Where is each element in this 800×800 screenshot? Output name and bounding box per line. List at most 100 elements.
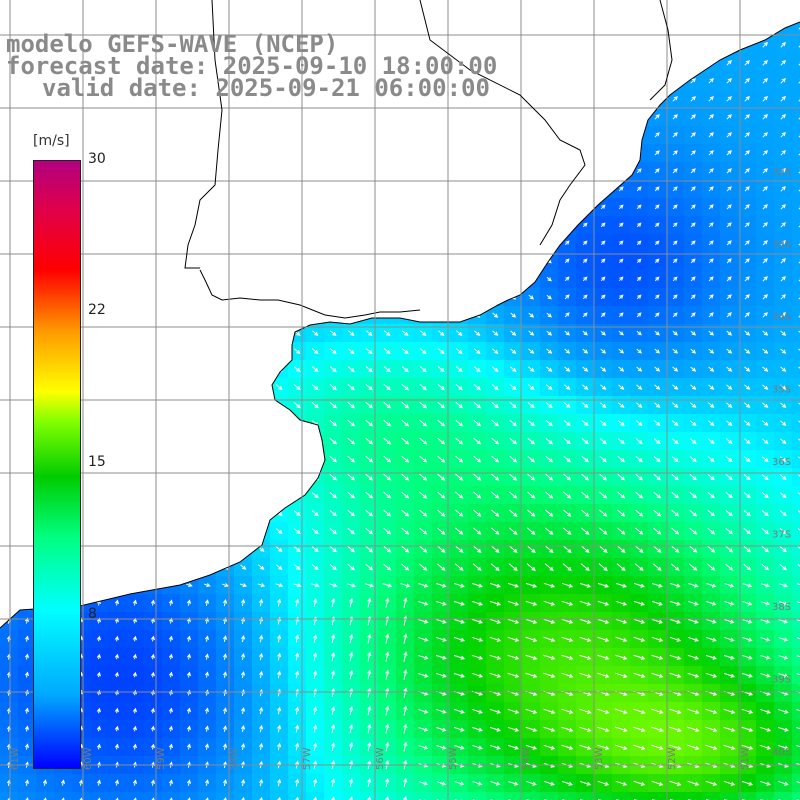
wind-arrow: [582, 150, 588, 156]
wind-speed-cell: [684, 792, 703, 800]
wind-arrow: [419, 563, 428, 571]
wind-arrow: [132, 797, 138, 800]
wind-speed-cell: [792, 180, 800, 199]
wind-arrow: [546, 168, 552, 174]
wind-arrow: [365, 473, 374, 481]
wind-arrow: [724, 583, 735, 588]
wind-arrow: [690, 24, 696, 30]
wind-arrow: [455, 437, 464, 445]
wind-arrow: [96, 114, 103, 120]
wind-arrow: [654, 258, 660, 264]
wind-arrow: [456, 240, 463, 246]
wind-arrow: [723, 780, 736, 786]
wind-arrow: [222, 186, 229, 192]
wind-arrow: [257, 474, 265, 481]
wind-speed-cell: [324, 108, 343, 127]
wind-speed-cell: [306, 450, 325, 469]
wind-arrow: [741, 672, 753, 678]
wind-arrow: [275, 420, 283, 427]
wind-arrow: [347, 473, 356, 481]
wind-arrow: [580, 563, 590, 572]
wind-arrow: [582, 240, 588, 246]
border-line: [184, 0, 223, 269]
wind-arrow: [651, 672, 664, 678]
wind-speed-cell: [396, 126, 415, 145]
wind-arrow: [561, 654, 574, 660]
wind-arrow: [563, 473, 572, 481]
wind-arrow: [96, 402, 103, 408]
wind-arrow: [777, 726, 789, 732]
wind-arrow: [672, 186, 678, 192]
wind-arrow: [239, 456, 247, 462]
wind-arrow: [762, 78, 768, 84]
wind-arrow: [689, 545, 698, 553]
wind-speed-cell: [324, 288, 343, 307]
wind-speed-cell: [378, 792, 397, 800]
wind-arrow: [240, 240, 247, 246]
wind-arrow: [510, 186, 517, 192]
wind-arrow: [744, 222, 750, 228]
wind-arrow: [672, 24, 678, 30]
wind-speed-cell: [792, 630, 800, 649]
wind-arrow: [259, 598, 264, 607]
latitude-labels: 32S33S34S35S36S37S38S39S40S41S: [772, 167, 791, 758]
wind-arrow: [456, 294, 463, 300]
wind-arrow: [293, 528, 301, 535]
wind-speed-cell: [576, 144, 595, 163]
wind-arrow: [672, 78, 678, 84]
wind-arrow: [618, 168, 624, 174]
wind-speed-cell: [180, 306, 199, 325]
wind-speed-cell: [288, 468, 307, 487]
wind-arrow: [222, 635, 228, 642]
wind-speed-cell: [324, 144, 343, 163]
wind-speed-cell: [36, 0, 55, 19]
wind-arrow: [294, 150, 301, 156]
wind-arrow: [403, 687, 408, 698]
wind-speed-cell: [216, 234, 235, 253]
wind-arrow: [132, 635, 137, 642]
wind-speed-cell: [252, 306, 271, 325]
wind-arrow: [617, 473, 626, 481]
wind-arrow: [6, 474, 13, 480]
wind-arrow: [510, 276, 517, 282]
wind-speed-cell: [198, 450, 217, 469]
wind-speed-cell: [378, 252, 397, 271]
wind-arrow: [615, 780, 628, 786]
wind-speed-cell: [162, 396, 181, 415]
wind-arrow: [24, 222, 31, 228]
wind-speed-cell: [468, 792, 487, 800]
wind-arrow: [672, 204, 678, 210]
wind-arrow: [633, 582, 645, 588]
wind-speed-cell: [630, 36, 649, 55]
wind-arrow: [221, 456, 229, 462]
wind-speed-cell: [630, 144, 649, 163]
wind-arrow: [598, 545, 608, 553]
latitude-label: 35S: [772, 385, 791, 396]
wind-speed-cell: [144, 126, 163, 145]
wind-arrow: [546, 348, 553, 354]
wind-arrow: [150, 635, 155, 642]
wind-arrow: [132, 150, 139, 156]
wind-speed-cell: [90, 396, 109, 415]
wind-arrow: [456, 222, 463, 228]
wind-arrow: [474, 294, 481, 300]
wind-arrow: [204, 438, 211, 444]
colorbar-unit: [m/s]: [33, 133, 70, 149]
wind-arrow: [744, 348, 751, 354]
wind-arrow: [258, 258, 265, 264]
wind-speed-cell: [594, 162, 613, 181]
wind-arrow: [168, 348, 175, 354]
wind-speed-cell: [702, 792, 721, 800]
wind-arrow: [96, 330, 103, 336]
wind-arrow: [6, 96, 13, 102]
wind-arrow: [618, 366, 625, 372]
wind-speed-cell: [234, 270, 253, 289]
wind-arrow: [329, 564, 337, 571]
wind-speed-cell: [558, 216, 577, 235]
wind-arrow: [582, 60, 588, 66]
wind-speed-cell: [198, 414, 217, 433]
wind-arrow: [311, 528, 319, 535]
wind-speed-cell: [108, 432, 127, 451]
wind-arrow: [797, 528, 800, 535]
wind-arrow: [797, 492, 800, 499]
